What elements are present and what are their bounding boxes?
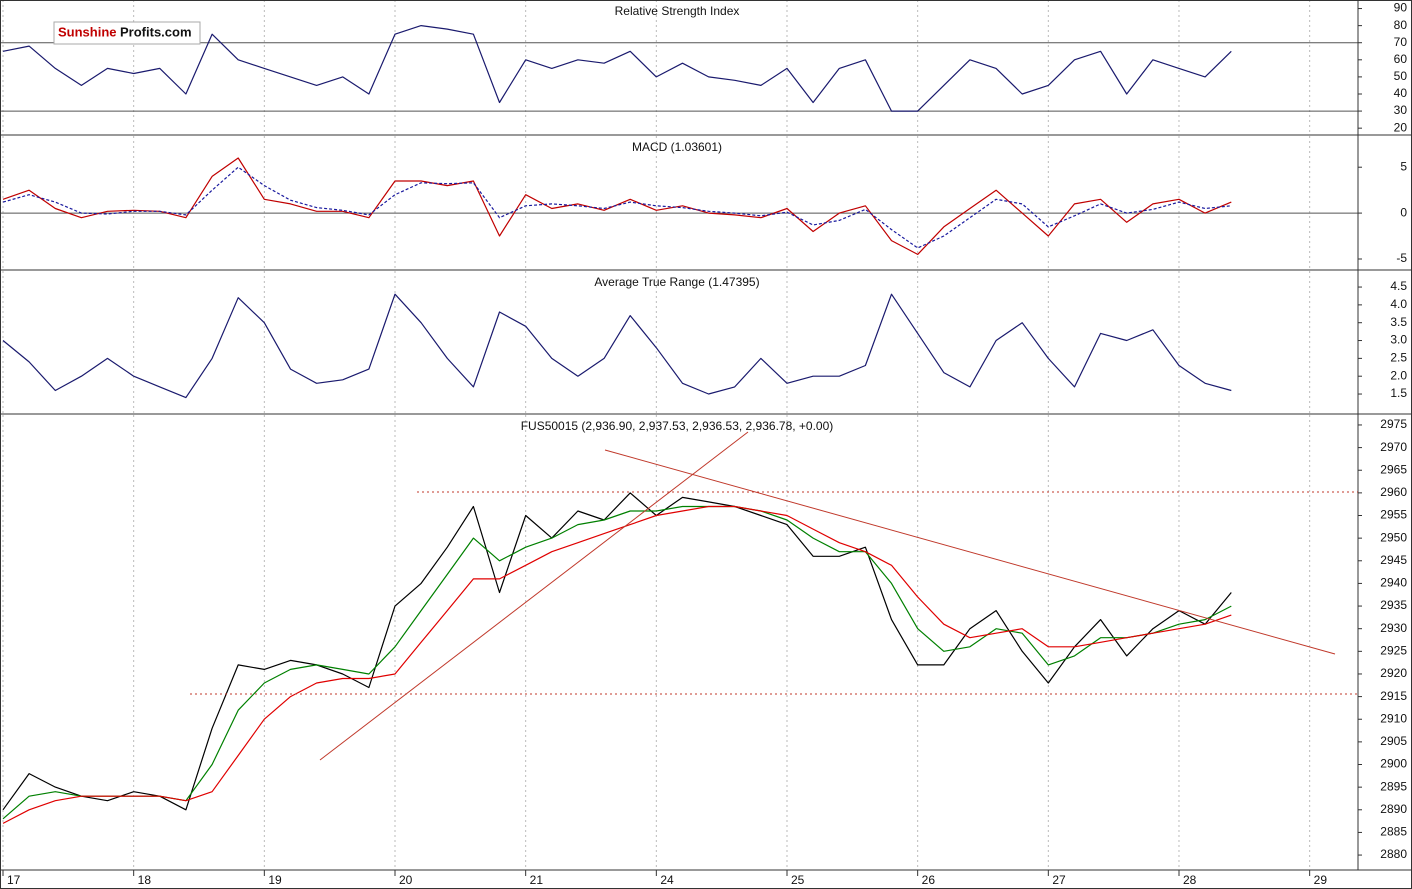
y-tick-label: 70 [1394,35,1408,49]
panel-title: Average True Range (1.47395) [594,275,759,289]
y-tick-label: 2910 [1380,711,1407,725]
y-tick-label: 4.0 [1390,297,1407,311]
y-tick-label: 2900 [1380,757,1407,771]
series-line [2,505,1232,824]
panel-title: FUS50015 (2,936.90, 2,937.53, 2,936.53, … [521,419,834,433]
y-tick-label: 20 [1394,120,1408,134]
y-tick-label: 3.5 [1390,315,1407,329]
y-tick-label: 2945 [1380,553,1407,567]
y-tick-label: 2880 [1380,847,1407,861]
series-line [2,505,1232,820]
x-tick-label: 18 [138,873,152,887]
x-tick-label: 19 [268,873,282,887]
y-tick-label: 1.5 [1390,386,1407,400]
panel-title: Relative Strength Index [615,4,740,18]
series-line [2,166,1232,249]
y-tick-label: 2965 [1380,462,1407,476]
y-tick-label: 2955 [1380,508,1407,522]
trend-line [604,449,1336,655]
y-tick-label: 2960 [1380,485,1407,499]
x-tick-label: 27 [1052,873,1066,887]
series-line [2,157,1232,255]
y-tick-label: 2925 [1380,644,1407,658]
series-line [2,293,1232,399]
y-tick-label: 4.5 [1390,279,1407,293]
y-tick-label: 0 [1400,205,1407,219]
x-tick-label: 25 [791,873,805,887]
panel-title: MACD (1.03601) [632,140,722,154]
x-tick-label: 24 [660,873,674,887]
x-tick-label: 29 [1314,873,1328,887]
trend-line [319,431,749,761]
y-tick-label: 2.5 [1390,351,1407,365]
series-line [2,25,1232,112]
y-tick-label: 2950 [1380,530,1407,544]
series-line [2,492,1232,811]
y-tick-label: 40 [1394,86,1408,100]
y-tick-label: 2920 [1380,666,1407,680]
x-tick-label: 28 [1183,873,1197,887]
y-tick-label: 2905 [1380,734,1407,748]
y-tick-label: -5 [1396,251,1407,265]
x-tick-label: 26 [922,873,936,887]
y-tick-label: 80 [1394,18,1408,32]
y-tick-label: 60 [1394,52,1408,66]
y-tick-label: 2915 [1380,689,1407,703]
y-tick-label: 90 [1394,1,1408,15]
y-tick-label: 2970 [1380,440,1407,454]
logo: Profits.com [120,24,192,39]
y-tick-label: 2895 [1380,779,1407,793]
y-tick-label: 2940 [1380,576,1407,590]
y-tick-label: 2890 [1380,802,1407,816]
y-tick-label: 2.0 [1390,368,1407,382]
y-tick-label: 5 [1400,159,1407,173]
logo: Sunshine [58,24,117,39]
x-tick-label: 21 [530,873,544,887]
y-tick-label: 2935 [1380,598,1407,612]
y-tick-label: 2975 [1380,417,1407,431]
y-tick-label: 30 [1394,103,1408,117]
y-tick-label: 2885 [1380,825,1407,839]
logo-box [53,21,201,45]
y-tick-label: 2930 [1380,621,1407,635]
x-tick-label: 20 [399,873,413,887]
y-tick-label: 50 [1394,69,1408,83]
y-tick-label: 3.0 [1390,333,1407,347]
x-tick-label: 17 [7,873,21,887]
